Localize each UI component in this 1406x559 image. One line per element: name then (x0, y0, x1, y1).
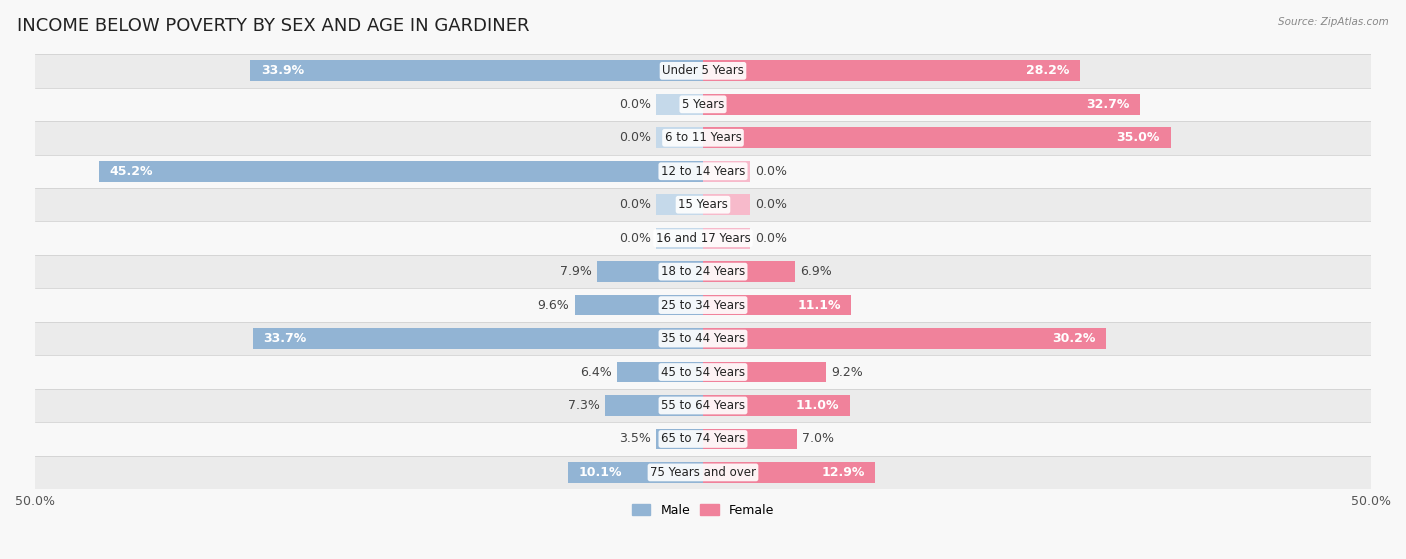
Bar (35, 154, 1371, 188)
Bar (703, 429, 797, 449)
Bar (35, 288, 1371, 322)
Text: 10.1%: 10.1% (579, 466, 623, 479)
Text: 12.9%: 12.9% (821, 466, 865, 479)
Text: 18 to 24 Years: 18 to 24 Years (661, 265, 745, 278)
Bar (35, 422, 1371, 456)
Text: Under 5 Years: Under 5 Years (662, 64, 744, 77)
Text: 0.0%: 0.0% (755, 198, 787, 211)
Bar (703, 228, 749, 249)
Bar (35, 54, 1371, 88)
Bar (657, 228, 703, 249)
Text: 30.2%: 30.2% (1053, 332, 1095, 345)
Text: 25 to 34 Years: 25 to 34 Years (661, 299, 745, 311)
Bar (657, 94, 703, 115)
Bar (657, 127, 703, 148)
Bar (657, 429, 703, 449)
Text: 11.1%: 11.1% (797, 299, 841, 311)
Bar (703, 94, 1140, 115)
Text: 6.9%: 6.9% (800, 265, 832, 278)
Text: 0.0%: 0.0% (619, 98, 651, 111)
Bar (703, 395, 851, 416)
Text: 7.9%: 7.9% (560, 265, 592, 278)
Bar (568, 462, 703, 483)
Text: 15 Years: 15 Years (678, 198, 728, 211)
Text: 35.0%: 35.0% (1116, 131, 1160, 144)
Text: 33.7%: 33.7% (263, 332, 307, 345)
Text: 6.4%: 6.4% (581, 366, 612, 378)
Text: 45.2%: 45.2% (110, 165, 153, 178)
Bar (35, 88, 1371, 121)
Bar (35, 356, 1371, 389)
Text: 11.0%: 11.0% (796, 399, 839, 412)
Bar (575, 295, 703, 315)
Text: 6 to 11 Years: 6 to 11 Years (665, 131, 741, 144)
Bar (703, 362, 825, 382)
Text: 7.0%: 7.0% (801, 433, 834, 446)
Bar (703, 195, 749, 215)
Bar (35, 456, 1371, 489)
Text: 65 to 74 Years: 65 to 74 Years (661, 433, 745, 446)
Text: 45 to 54 Years: 45 to 54 Years (661, 366, 745, 378)
Bar (35, 221, 1371, 255)
Text: 5 Years: 5 Years (682, 98, 724, 111)
Text: 0.0%: 0.0% (619, 131, 651, 144)
Text: 32.7%: 32.7% (1085, 98, 1129, 111)
Bar (703, 261, 796, 282)
Text: 28.2%: 28.2% (1026, 64, 1069, 77)
Text: 35 to 44 Years: 35 to 44 Years (661, 332, 745, 345)
Text: 0.0%: 0.0% (619, 198, 651, 211)
Bar (617, 362, 703, 382)
Bar (250, 60, 703, 81)
Text: 0.0%: 0.0% (755, 231, 787, 245)
Bar (657, 195, 703, 215)
Text: 3.5%: 3.5% (619, 433, 651, 446)
Text: 0.0%: 0.0% (619, 231, 651, 245)
Bar (703, 60, 1080, 81)
Bar (703, 328, 1107, 349)
Bar (703, 295, 851, 315)
Text: 75 Years and over: 75 Years and over (650, 466, 756, 479)
Bar (598, 261, 703, 282)
Text: 55 to 64 Years: 55 to 64 Years (661, 399, 745, 412)
Text: 0.0%: 0.0% (755, 165, 787, 178)
Bar (35, 188, 1371, 221)
Bar (35, 255, 1371, 288)
Text: INCOME BELOW POVERTY BY SEX AND AGE IN GARDINER: INCOME BELOW POVERTY BY SEX AND AGE IN G… (17, 17, 530, 35)
Bar (253, 328, 703, 349)
Text: 9.6%: 9.6% (537, 299, 569, 311)
Bar (100, 161, 703, 182)
Bar (703, 127, 1171, 148)
Bar (703, 462, 876, 483)
Text: 16 and 17 Years: 16 and 17 Years (655, 231, 751, 245)
Bar (35, 322, 1371, 356)
Legend: Male, Female: Male, Female (627, 499, 779, 522)
Bar (606, 395, 703, 416)
Text: 7.3%: 7.3% (568, 399, 600, 412)
Bar (35, 121, 1371, 154)
Bar (35, 389, 1371, 422)
Text: 12 to 14 Years: 12 to 14 Years (661, 165, 745, 178)
Text: Source: ZipAtlas.com: Source: ZipAtlas.com (1278, 17, 1389, 27)
Text: 33.9%: 33.9% (260, 64, 304, 77)
Bar (703, 161, 749, 182)
Text: 9.2%: 9.2% (831, 366, 863, 378)
